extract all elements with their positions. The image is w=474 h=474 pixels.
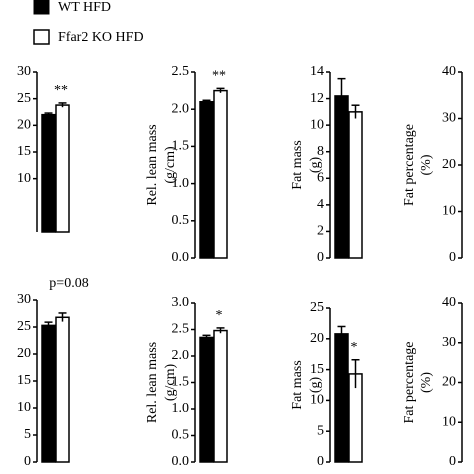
y-axis-label: Rel. lean mass — [145, 124, 160, 205]
y-tick-label: 2.5 — [172, 64, 190, 79]
y-tick-label: 10 — [442, 414, 456, 429]
bar — [41, 324, 56, 463]
y-tick-label: 0 — [24, 454, 31, 469]
y-tick-label: 14 — [310, 64, 324, 79]
y-tick-label: 20 — [17, 346, 31, 361]
y-tick-label: 5 — [24, 427, 31, 442]
bar — [199, 336, 214, 463]
y-axis-label: Rel. lean mass — [145, 342, 160, 423]
y-tick-label: 25 — [17, 91, 31, 106]
bar — [334, 95, 349, 259]
significance-label: * — [351, 340, 358, 355]
bar — [199, 101, 214, 259]
y-tick-label: 40 — [442, 295, 456, 310]
y-tick-label: 12 — [310, 91, 324, 106]
y-tick-label: 8 — [317, 144, 324, 159]
bar — [213, 89, 228, 259]
bar — [334, 333, 349, 463]
y-axis-label: (g) — [308, 377, 323, 394]
legend-label: WT HFD — [58, 0, 111, 15]
y-tick-label: 0 — [449, 454, 456, 469]
y-tick-label: 5 — [317, 423, 324, 438]
y-tick-label: 25 — [310, 300, 324, 315]
y-tick-label: 10 — [442, 204, 456, 219]
y-tick-label: 30 — [442, 111, 456, 126]
y-tick-label: 0 — [317, 250, 324, 265]
y-tick-label: 2.0 — [172, 348, 190, 363]
bar — [55, 316, 70, 463]
y-tick-label: 6 — [317, 171, 324, 186]
y-tick-label: 15 — [17, 373, 31, 388]
bar — [41, 113, 56, 233]
y-tick-label: 0.5 — [172, 213, 190, 228]
significance-label: p=0.08 — [49, 276, 88, 291]
y-tick-label: 25 — [17, 319, 31, 334]
y-tick-label: 3.0 — [172, 295, 190, 310]
y-tick-label: 20 — [310, 331, 324, 346]
bar — [213, 329, 228, 463]
y-tick-label: 0.0 — [172, 454, 190, 469]
y-tick-label: 0 — [449, 250, 456, 265]
y-tick-label: 10 — [17, 171, 31, 186]
y-tick-label: 1.0 — [172, 401, 190, 416]
y-tick-label: 10 — [310, 393, 324, 408]
y-tick-label: 20 — [442, 375, 456, 390]
y-axis-label: (%) — [419, 372, 434, 393]
significance-label: ** — [54, 83, 68, 98]
y-tick-label: 4 — [317, 197, 324, 212]
y-tick-label: 1.0 — [172, 176, 190, 191]
y-tick-label: 2.0 — [172, 101, 190, 116]
significance-label: ** — [212, 69, 226, 84]
legend-label: Ffar2 KO HFD — [58, 30, 144, 45]
bar — [348, 111, 363, 259]
y-tick-label: 2.5 — [172, 322, 190, 337]
y-tick-label: 15 — [310, 362, 324, 377]
y-axis-label: (g/cm) — [163, 146, 178, 184]
bar — [55, 104, 70, 233]
y-tick-label: 0.0 — [172, 250, 190, 265]
y-tick-label: 30 — [17, 64, 31, 79]
y-tick-label: 1.5 — [172, 375, 190, 390]
y-axis-label: (g) — [308, 157, 323, 174]
y-tick-label: 10 — [310, 117, 324, 132]
y-axis-label: (g/cm) — [163, 364, 178, 402]
legend-swatch — [33, 0, 50, 15]
y-tick-label: 2 — [317, 224, 324, 239]
legend-swatch — [33, 29, 50, 45]
y-tick-label: 15 — [17, 144, 31, 159]
significance-label: * — [216, 308, 223, 323]
y-tick-label: 10 — [17, 400, 31, 415]
y-tick-label: 0 — [317, 454, 324, 469]
y-axis-label: Fat percentage — [402, 124, 417, 206]
y-tick-label: 20 — [442, 157, 456, 172]
y-axis-label: Fat percentage — [402, 341, 417, 423]
y-tick-label: 30 — [442, 335, 456, 350]
y-tick-label: 40 — [442, 64, 456, 79]
y-tick-label: 0.5 — [172, 428, 190, 443]
y-tick-label: 30 — [17, 292, 31, 307]
y-axis-label: (%) — [419, 154, 434, 175]
y-tick-label: 1.5 — [172, 139, 190, 154]
y-tick-label: 20 — [17, 118, 31, 133]
y-axis-label: Fat mass — [290, 360, 305, 409]
y-axis-label: Fat mass — [290, 140, 305, 189]
